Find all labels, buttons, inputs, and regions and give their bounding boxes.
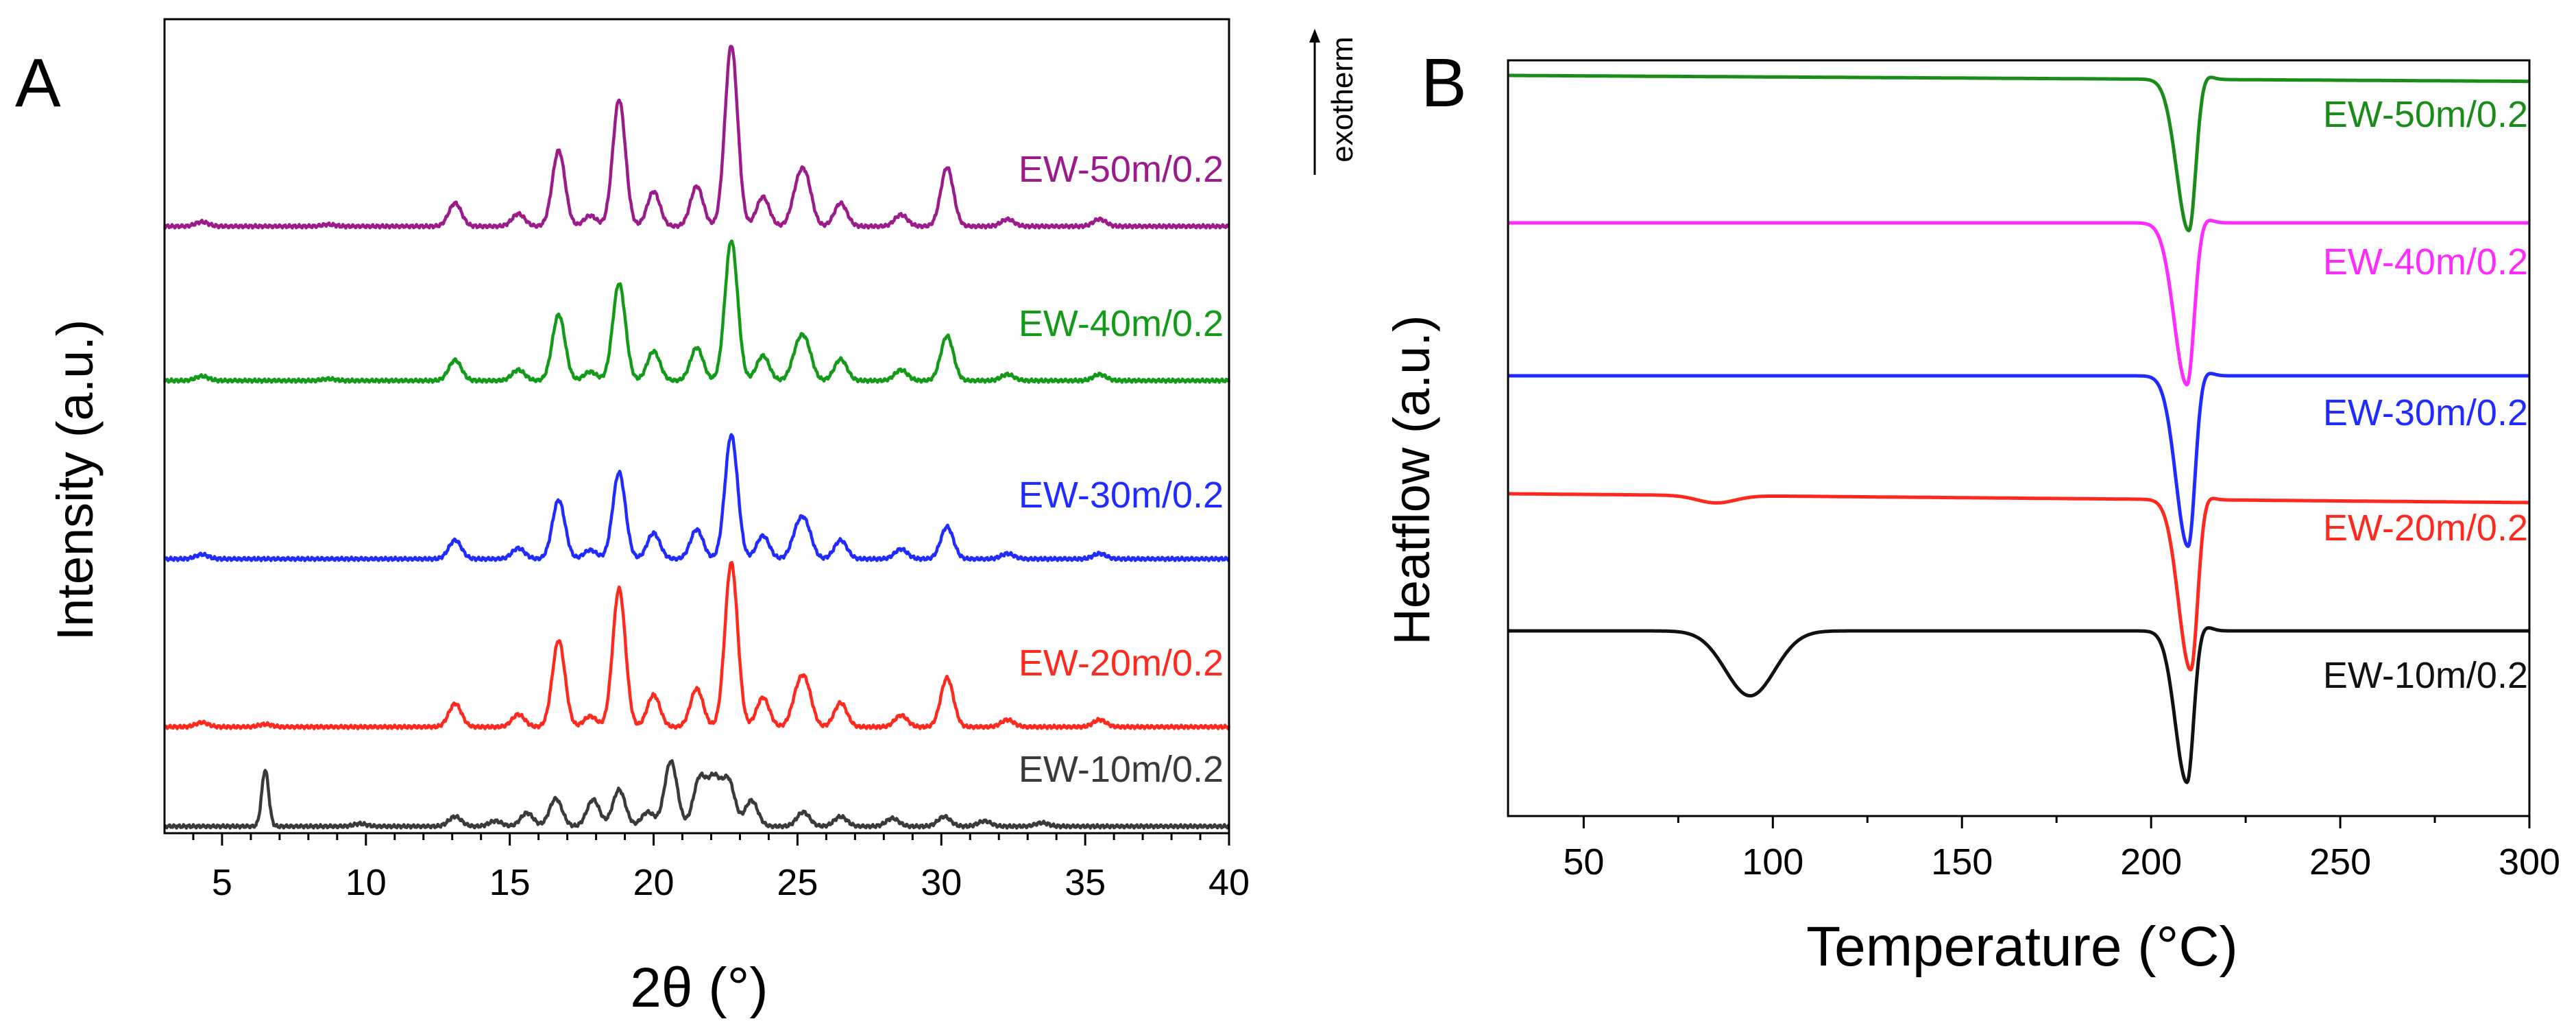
dsc-label-ew-40m-0-2: EW-40m/0.2 — [2323, 241, 2528, 283]
panel-b-tick-label-250: 250 — [2309, 841, 2371, 883]
panel-a-series-labels: EW-50m/0.2 EW-40m/0.2 EW-30m/0.2 EW-20m/0.2… — [1019, 149, 1224, 790]
xrd-label-ew-20m-0-2: EW-20m/0.2 — [1019, 643, 1224, 684]
dsc-label-ew-50m-0-2: EW-50m/0.2 — [2323, 94, 2528, 135]
panel-a-letter: A — [15, 45, 61, 121]
panel-a-tick-label-30: 30 — [921, 862, 962, 903]
dsc-trace-ew-20m-0-2 — [1507, 492, 2531, 672]
panel-b-tick-label-50: 50 — [1563, 841, 1604, 883]
dsc-trace-ew-10m-0-2 — [1507, 626, 2531, 785]
panel-b-letter: B — [1421, 45, 1467, 121]
panel-a-tick-label-25: 25 — [777, 862, 818, 903]
panel-b-series-labels: EW-50m/0.2 EW-40m/0.2 EW-30m/0.2 EW-20m/0.2… — [2323, 94, 2528, 696]
exotherm-arrow-head — [1309, 29, 1320, 43]
panel-a: A Intensity (a.u.) 2θ (°) EW-50m/0.2 EW-4… — [15, 18, 1250, 1019]
xrd-trace-ew-20m-0-2 — [163, 560, 1231, 730]
panel-a-frame — [163, 18, 1230, 835]
panel-a-x-axis-label: 2θ (°) — [630, 957, 768, 1019]
xrd-label-ew-40m-0-2: EW-40m/0.2 — [1019, 303, 1224, 344]
panel-a-tick-label-40: 40 — [1208, 862, 1250, 903]
panel-a-tick-label-5: 5 — [212, 862, 232, 903]
exotherm-label: exotherm — [1326, 36, 1359, 162]
xrd-trace-ew-50m-0-2 — [162, 45, 1230, 230]
dsc-trace-ew-30m-0-2 — [1507, 372, 2531, 549]
panel-b-y-axis-label: Heatflow (a.u.) — [1383, 315, 1440, 645]
panel-a-traces — [162, 45, 1231, 830]
panel-a-tick-label-15: 15 — [489, 862, 531, 903]
xrd-label-ew-10m-0-2: EW-10m/0.2 — [1019, 749, 1224, 790]
panel-b-x-axis-label: Temperature (°C) — [1806, 915, 2238, 978]
panel-b-tick-label-200: 200 — [2120, 841, 2182, 883]
dsc-trace-ew-40m-0-2 — [1507, 219, 2531, 387]
panel-b-traces — [1507, 73, 2531, 785]
panel-b-frame — [1507, 59, 2531, 817]
panel-a-tick-label-20: 20 — [633, 862, 675, 903]
panel-a-tick-label-35: 35 — [1065, 862, 1106, 903]
xrd-trace-ew-30m-0-2 — [163, 433, 1230, 562]
panel-b-tick-label-100: 100 — [1742, 841, 1803, 883]
dsc-label-ew-30m-0-2: EW-30m/0.2 — [2323, 392, 2528, 433]
dsc-label-ew-10m-0-2: EW-10m/0.2 — [2323, 655, 2528, 696]
xrd-trace-ew-10m-0-2 — [163, 758, 1230, 830]
panel-b: B Heatflow (a.u.) Temperature (°C) exoth… — [1309, 29, 2560, 978]
panel-b-tick-label-300: 300 — [2499, 841, 2560, 883]
xrd-label-ew-30m-0-2: EW-30m/0.2 — [1019, 475, 1224, 516]
exotherm-indicator: exotherm — [1309, 29, 1359, 175]
panel-b-axes: 50 100 150 200 250 300 — [1507, 59, 2560, 883]
dsc-label-ew-20m-0-2: EW-20m/0.2 — [2323, 507, 2528, 549]
dsc-trace-ew-50m-0-2 — [1507, 73, 2531, 232]
panel-a-y-axis-label: Intensity (a.u.) — [47, 320, 104, 641]
panel-b-tick-label-150: 150 — [1931, 841, 1993, 883]
xrd-trace-ew-40m-0-2 — [162, 239, 1231, 384]
panel-a-tick-label-10: 10 — [345, 862, 387, 903]
xrd-label-ew-50m-0-2: EW-50m/0.2 — [1019, 149, 1224, 190]
panel-a-axes: 5 10 15 20 25 30 35 40 — [163, 18, 1250, 903]
